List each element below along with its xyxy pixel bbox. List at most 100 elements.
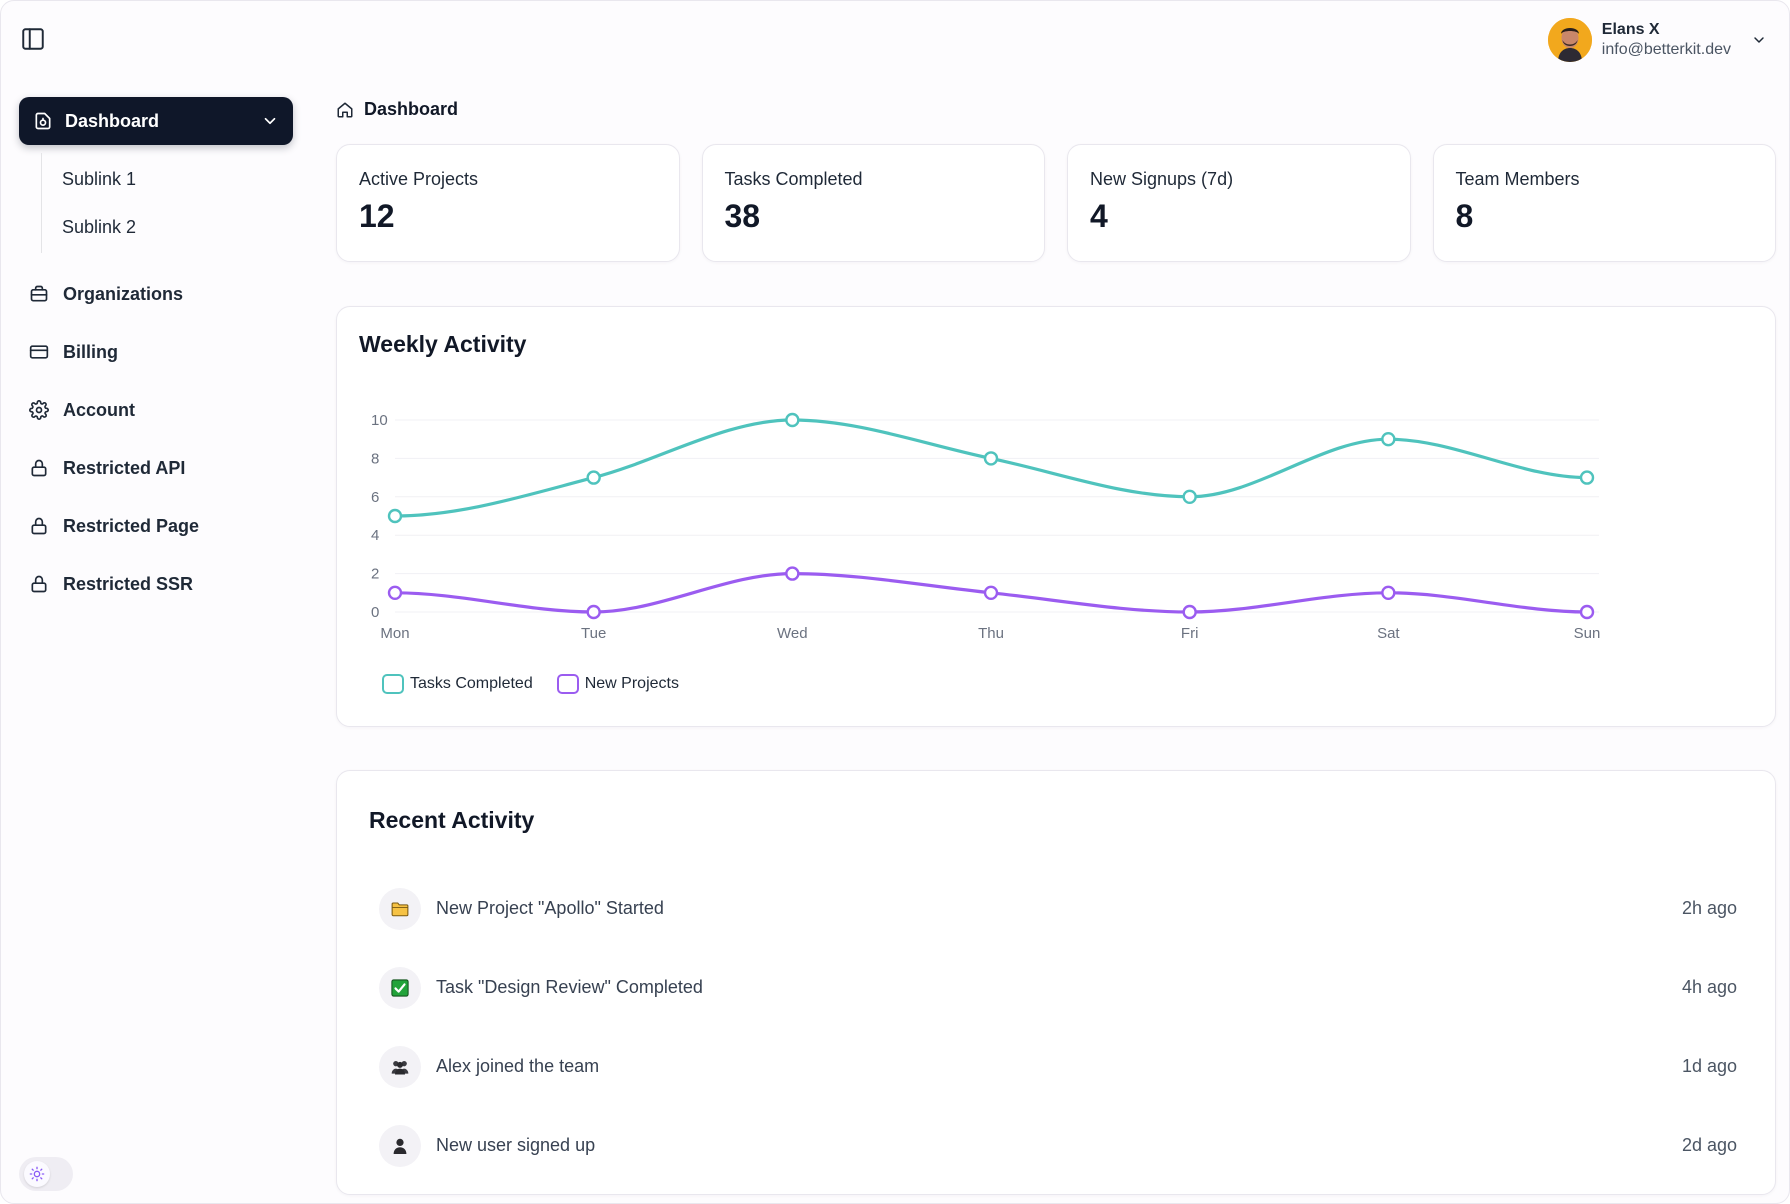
sidebar-item-dashboard[interactable]: Dashboard — [19, 97, 293, 145]
team-icon — [379, 1045, 421, 1088]
chevron-down-icon — [264, 117, 276, 125]
sidebar-item-restricted-page[interactable]: Restricted Page — [19, 497, 293, 555]
data-point — [1381, 431, 1396, 447]
breadcrumb: Dashboard — [336, 99, 458, 120]
stat-label: New Signups (7d) — [1090, 169, 1234, 189]
legend-swatch — [556, 674, 579, 694]
activity-text: New user signed up — [436, 1135, 596, 1155]
data-point — [586, 604, 601, 620]
sidebar-item-account[interactable]: Account — [19, 381, 293, 439]
avatar — [1547, 18, 1592, 62]
activity-text: Task "Design Review" Completed — [436, 977, 703, 997]
lock-icon — [29, 574, 49, 594]
sidebar-item-label: Restricted API — [63, 457, 186, 478]
activity-time: 2h ago — [1681, 898, 1737, 918]
user-menu[interactable]: Elans X info@betterkit.dev — [1547, 15, 1767, 65]
legend-label: Tasks Completed — [410, 675, 533, 692]
y-tick-label: 8 — [371, 450, 379, 467]
sidebar-sublink-2[interactable]: Sublink 2 — [62, 216, 137, 237]
sidebar-sublink-1[interactable]: Sublink 1 — [62, 168, 137, 189]
sidebar-item-billing[interactable]: Billing — [19, 323, 293, 381]
activity-item[interactable]: New Project "Apollo" Started 2h ago — [379, 869, 1737, 948]
x-tick-label: Tue — [581, 625, 606, 642]
legend-item-new-projects[interactable]: New Projects — [556, 674, 679, 694]
chevron-down-icon — [1754, 37, 1764, 43]
x-tick-label: Wed — [777, 625, 808, 642]
sidebar-item-label: Dashboard — [65, 110, 160, 131]
activity-list: New Project "Apollo" Started 2h ago Task… — [379, 869, 1737, 1185]
sidebar-item-label: Billing — [63, 341, 118, 362]
stat-value: 38 — [724, 198, 761, 234]
data-point — [983, 585, 999, 600]
lock-icon — [29, 516, 49, 536]
stat-label: Tasks Completed — [724, 169, 863, 189]
stat-label: Active Projects — [359, 169, 479, 189]
sidebar-item-label: Organizations — [63, 283, 184, 304]
sidebar-item-label: Restricted SSR — [63, 573, 194, 594]
weekly-activity-card: Weekly Activity 0 2 4 6 8 10 Mon Tue Wed Thu Fri Sa… — [336, 306, 1776, 727]
x-tick-label: Sun — [1574, 625, 1601, 642]
sidebar-item-label: Restricted Page — [63, 515, 200, 536]
stat-card-tasks-completed: Tasks Completed 38 — [701, 144, 1045, 262]
y-tick-label: 0 — [371, 604, 379, 621]
stat-value: 4 — [1090, 198, 1108, 234]
sidebar-item-label: Account — [63, 399, 135, 420]
stat-label: Team Members — [1455, 169, 1580, 189]
data-point — [983, 451, 999, 466]
sun-icon — [29, 1166, 45, 1182]
x-tick-label: Thu — [978, 625, 1004, 642]
activity-item[interactable]: New user signed up 2d ago — [379, 1106, 1737, 1185]
dashboard-icon — [33, 111, 53, 131]
data-point — [1381, 585, 1396, 600]
data-point — [1579, 470, 1595, 485]
theme-toggle[interactable] — [19, 1157, 73, 1191]
folder-icon — [379, 887, 421, 930]
activity-text: New Project "Apollo" Started — [436, 898, 664, 918]
recent-activity-card: Recent Activity New Project "Apollo" Sta… — [336, 770, 1776, 1195]
legend-label: New Projects — [584, 675, 679, 692]
activity-item[interactable]: Alex joined the team 1d ago — [379, 1027, 1737, 1106]
chart-title: Weekly Activity — [359, 331, 527, 357]
weekly-activity-chart: 0 2 4 6 8 10 Mon Tue Wed Thu Fri Sat Sun — [371, 412, 1601, 642]
activity-text: Alex joined the team — [436, 1056, 600, 1076]
stat-value: 8 — [1455, 198, 1474, 234]
x-tick-label: Mon — [380, 625, 409, 642]
sidebar-item-organizations[interactable]: Organizations — [19, 265, 293, 323]
y-tick-label: 2 — [371, 566, 379, 583]
sidebar-toggle-button[interactable] — [19, 25, 47, 53]
data-point — [1182, 604, 1197, 620]
home-icon — [337, 102, 353, 117]
x-tick-label: Sat — [1377, 625, 1400, 642]
data-point — [387, 508, 403, 524]
series-line-0 — [393, 418, 1589, 518]
stats-row: Active Projects 12 Tasks Completed 38 Ne… — [336, 144, 1776, 262]
breadcrumb-label[interactable]: Dashboard — [364, 99, 459, 119]
y-tick-label: 4 — [371, 527, 379, 544]
gear-icon — [29, 400, 49, 420]
activity-time: 1d ago — [1681, 1056, 1737, 1076]
theme-toggle-knob — [24, 1161, 50, 1187]
sidebar-item-restricted-api[interactable]: Restricted API — [19, 439, 293, 497]
stat-card-team-members: Team Members 8 — [1432, 144, 1776, 262]
user-email: info@betterkit.dev — [1601, 41, 1731, 58]
check-box-icon — [379, 966, 421, 1009]
stat-card-active-projects: Active Projects 12 — [336, 144, 680, 262]
activity-item[interactable]: Task "Design Review" Completed 4h ago — [379, 948, 1737, 1027]
sidebar-item-restricted-ssr[interactable]: Restricted SSR — [19, 555, 293, 613]
sidebar-sublinks: Sublink 1 Sublink 2 — [41, 153, 293, 253]
legend-item-tasks-completed[interactable]: Tasks Completed — [382, 674, 533, 694]
legend-swatch — [382, 674, 404, 694]
user-name: Elans X — [1601, 21, 1660, 38]
briefcase-icon — [29, 284, 49, 304]
y-tick-label: 10 — [371, 412, 388, 429]
data-point — [1579, 604, 1595, 620]
data-point — [586, 470, 601, 485]
data-point — [785, 412, 800, 428]
chart-legend: Tasks Completed New Projects — [382, 674, 679, 694]
activity-time: 4h ago — [1681, 977, 1737, 997]
sidebar: Dashboard Sublink 1 Sublink 2 Organizati… — [19, 97, 293, 613]
data-point — [387, 585, 403, 600]
x-tick-label: Fri — [1181, 625, 1199, 642]
y-tick-label: 6 — [371, 489, 379, 506]
